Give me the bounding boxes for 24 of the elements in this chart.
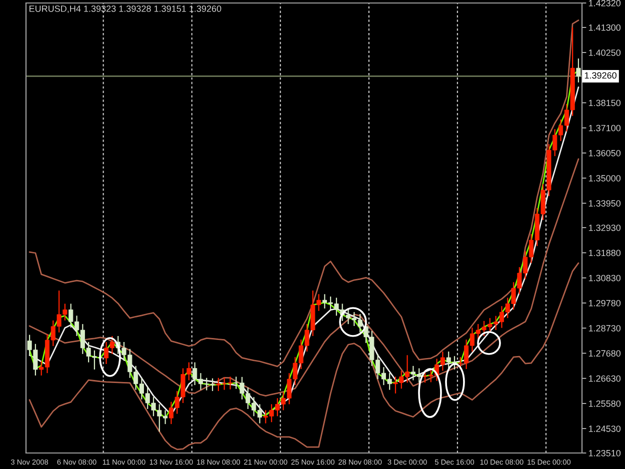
y-tick-label: 1.41300 bbox=[588, 24, 621, 31]
y-tick-label: 1.30830 bbox=[588, 274, 621, 282]
y-tick-label: 1.33950 bbox=[588, 200, 621, 207]
y-tick-label: 1.36050 bbox=[588, 150, 621, 156]
y-tick-label: 1.42320 bbox=[588, 0, 621, 6]
y-tick-label: 1.32930 bbox=[588, 224, 621, 231]
chart-title: EURUSD,H4 1.39323 1.39328 1.39151 1.39260 bbox=[30, 5, 222, 13]
y-tick-label: 1.25580 bbox=[588, 400, 621, 407]
line-series bbox=[28, 20, 580, 368]
y-tick-label: 1.37100 bbox=[588, 124, 621, 132]
y-tick-label: 1.40250 bbox=[588, 49, 621, 56]
y-tick-label: 1.26630 bbox=[588, 375, 621, 382]
y-tick-label: 1.35000 bbox=[588, 175, 621, 182]
y-tick-label: 1.31880 bbox=[588, 250, 621, 256]
y-tick-label: 1.24530 bbox=[588, 426, 621, 432]
candlestick bbox=[576, 58, 581, 83]
y-tick-label: 1.27680 bbox=[588, 350, 621, 357]
y-tick-label: 1.23510 bbox=[588, 450, 621, 456]
y-tick-label: 1.29780 bbox=[588, 300, 621, 306]
ref-line-label: 1.39260 bbox=[584, 72, 617, 79]
y-tick-label: 1.38150 bbox=[588, 100, 621, 106]
line-series bbox=[28, 262, 580, 450]
line-series bbox=[28, 158, 580, 397]
y-tick-label: 1.28730 bbox=[588, 325, 621, 332]
